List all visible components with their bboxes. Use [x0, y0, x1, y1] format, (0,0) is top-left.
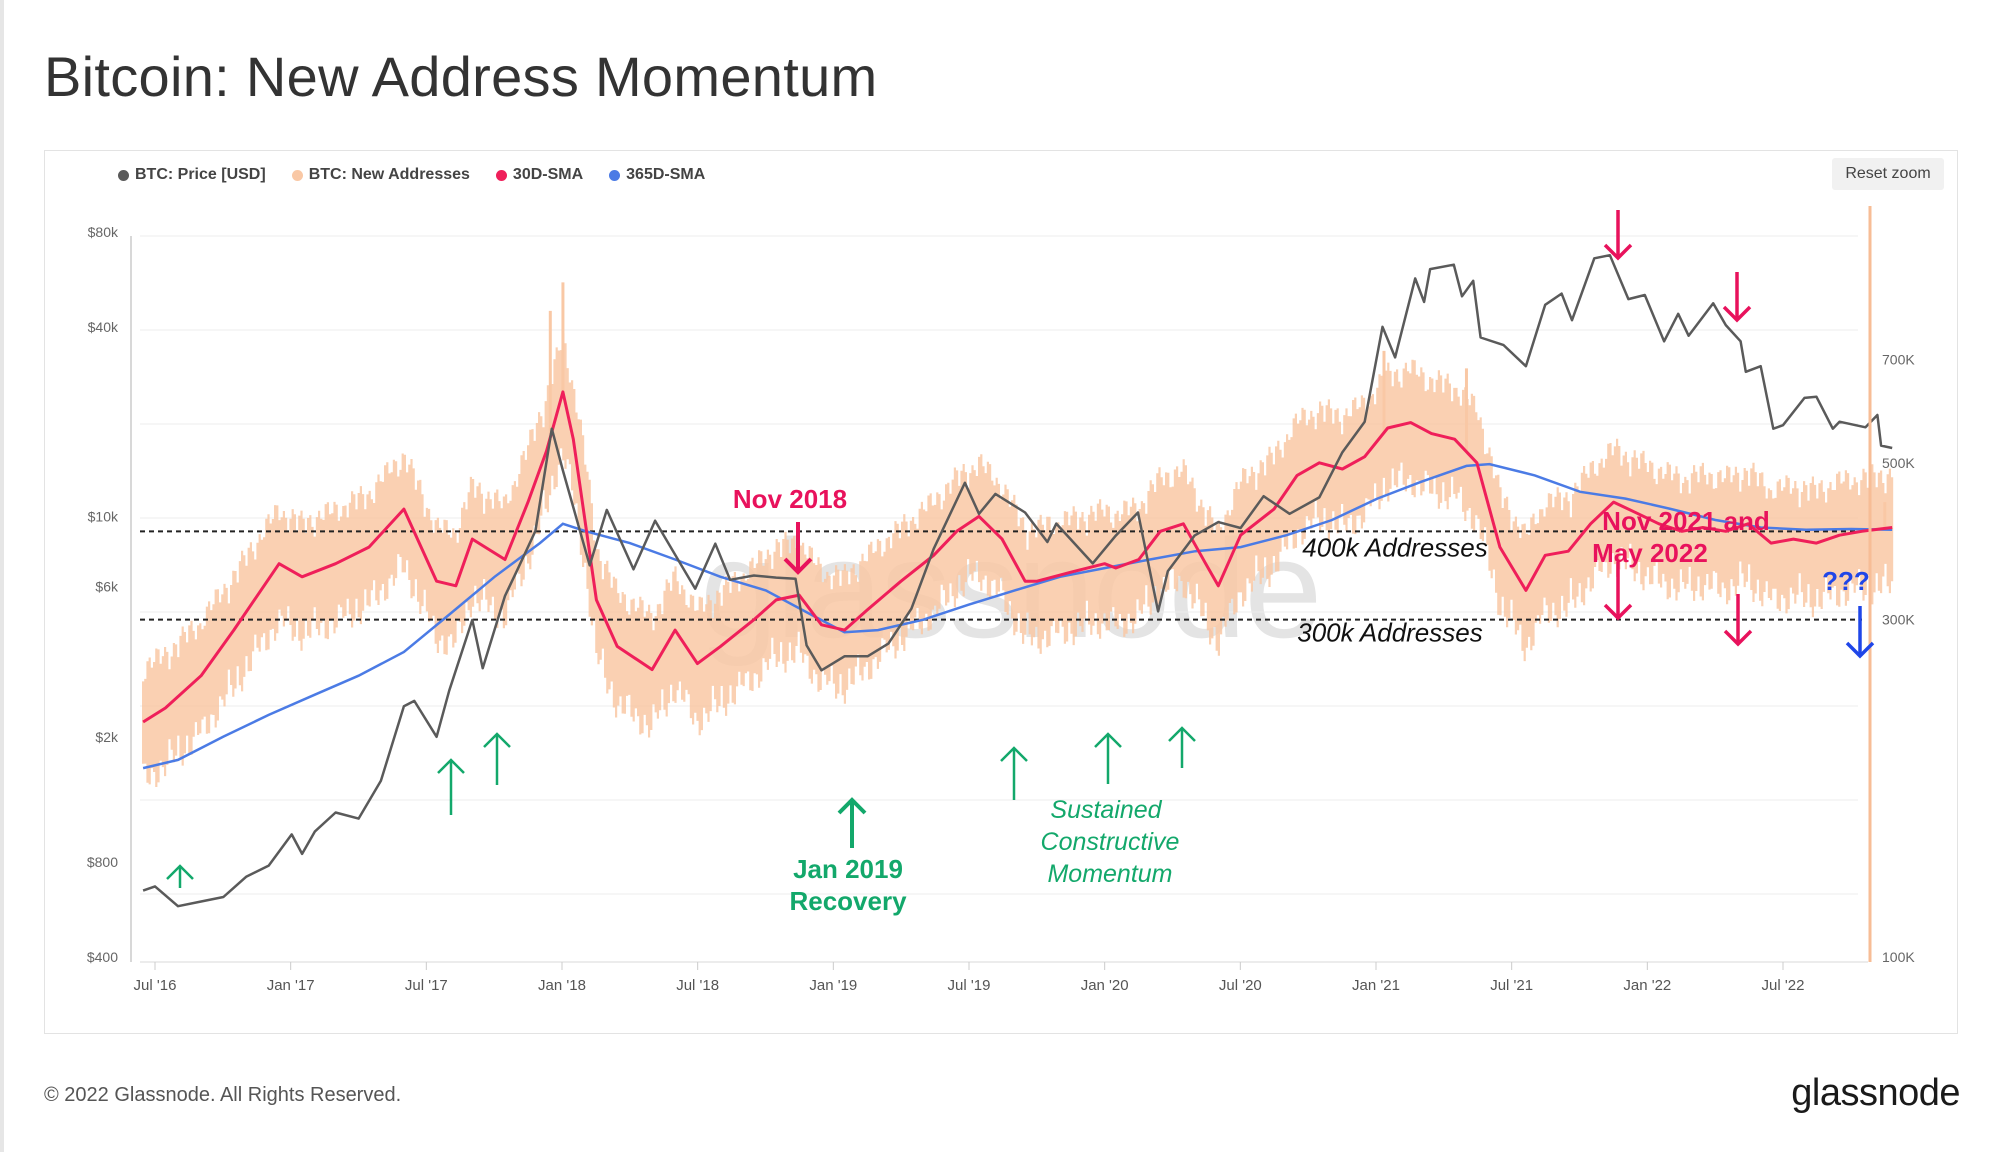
- axes: $400 $800 $2k $6k $10k $40k $80k 100K 300K 500K 70…: [87, 206, 1915, 994]
- x-tick-label: Jul '18: [676, 977, 719, 994]
- green-arrow-head: [437, 758, 465, 774]
- x-tick-label: Jul '19: [948, 977, 991, 994]
- footer-copyright: © 2022 Glassnode. All Rights Reserved.: [44, 1084, 402, 1106]
- x-tick-label: Jul '16: [134, 977, 177, 994]
- left-tick-label: $10k: [88, 509, 119, 525]
- annotation-jan-2019-line1: Jan 2019: [793, 854, 903, 884]
- x-tick-label: Jan '21: [1352, 977, 1400, 994]
- legend-dot-sma30: [495, 169, 507, 181]
- annotation-sustained-line1: Sustained: [1050, 796, 1162, 824]
- annotation-question: ???: [1822, 566, 1870, 596]
- x-tick-label: Jul '22: [1762, 977, 1805, 994]
- reset-zoom-button[interactable]: Reset zoom: [1832, 158, 1944, 190]
- right-tick-label: 500K: [1882, 455, 1915, 471]
- green-arrow-head: [1000, 746, 1028, 762]
- legend-item-sma365[interactable]: 365D-SMA: [609, 166, 705, 184]
- left-tick-label: $2k: [95, 729, 119, 745]
- left-tick-label: $400: [87, 949, 118, 965]
- legend-item-sma30[interactable]: 30D-SMA: [495, 166, 584, 184]
- right-tick-label: 300K: [1882, 612, 1915, 628]
- arrow-nov-2018-head: [783, 557, 813, 575]
- green-arrow-head: [483, 732, 511, 748]
- legend-dot-price: [118, 169, 129, 181]
- x-tick-label: Jan '17: [267, 977, 315, 994]
- annotation-jan-2019-line2: Recovery: [789, 886, 907, 916]
- x-tick-label: Jul '20: [1219, 977, 1262, 994]
- chart-legend: BTC: Price [USD] BTC: New Addresses 30D-…: [118, 166, 705, 184]
- x-tick-label: Jul '21: [1490, 977, 1533, 994]
- x-tick-label: Jan '19: [809, 977, 857, 994]
- left-tick-label: $40k: [88, 319, 119, 335]
- legend-label-sma365: 365D-SMA: [626, 166, 706, 183]
- page-title: Bitcoin: New Address Momentum: [44, 45, 878, 108]
- footer-logo: glassnode: [1791, 1072, 1960, 1114]
- series-lines: [142, 253, 1893, 908]
- annotation-nov-2021-line2: May 2022: [1592, 538, 1708, 568]
- x-tick-label: Jul '17: [405, 977, 448, 994]
- right-tick-label: 100K: [1882, 949, 1915, 965]
- annotation-sustained-line2: Constructive: [1041, 828, 1180, 856]
- right-tick-label: 700K: [1882, 352, 1915, 368]
- legend-label-price: BTC: Price [USD]: [135, 166, 266, 183]
- legend-label-sma30: 30D-SMA: [512, 166, 584, 183]
- green-arrow-head: [166, 864, 194, 880]
- blue-arrow-head: [1845, 641, 1875, 659]
- series-btc-price: [142, 253, 1893, 908]
- legend-label-new-addresses: BTC: New Addresses: [308, 166, 470, 183]
- legend-dot-sma365: [609, 169, 621, 181]
- annotation-nov-2018: Nov 2018: [733, 484, 847, 514]
- series-365d-sma: [142, 462, 1893, 770]
- pink-arrow-head: [1603, 243, 1633, 261]
- left-tick-label: $800: [87, 854, 118, 870]
- series-30d-sma: [142, 390, 1893, 724]
- x-tick-label: Jan '22: [1623, 977, 1671, 994]
- page-edge: [0, 0, 4, 1152]
- pink-arrow-head: [1603, 603, 1633, 621]
- reference-lines: 400k Addresses 300k Addresses: [140, 530, 1862, 648]
- left-tick-label: $6k: [95, 578, 119, 594]
- legend-item-new-addresses[interactable]: BTC: New Addresses: [291, 166, 470, 184]
- reference-label-400k: 400k Addresses: [1302, 532, 1487, 562]
- pink-arrow-head: [1723, 629, 1753, 647]
- reference-label-300k: 300k Addresses: [1297, 618, 1482, 648]
- legend-dot-new-addresses: [291, 169, 303, 181]
- annotation-nov-2021-line1: Nov 2021 and: [1602, 506, 1770, 536]
- annotation-sustained-line3: Momentum: [1047, 860, 1172, 888]
- green-arrow-head: [1094, 732, 1122, 748]
- arrow-jan-2019-head: [837, 797, 867, 815]
- green-arrow-head: [1168, 726, 1196, 742]
- left-tick-label: $80k: [88, 224, 119, 240]
- x-tick-label: Jan '18: [538, 977, 586, 994]
- pink-arrow-head: [1722, 305, 1752, 323]
- legend-item-price[interactable]: BTC: Price [USD]: [118, 166, 266, 184]
- x-tick-label: Jan '20: [1081, 977, 1129, 994]
